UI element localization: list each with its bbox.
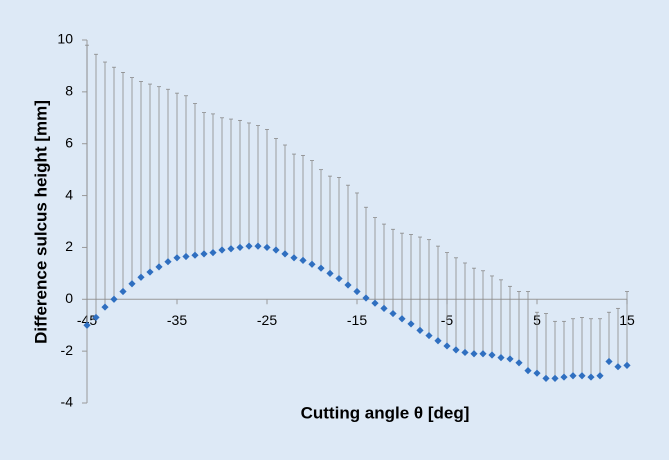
data-point [425, 331, 433, 340]
x-tick-label: -35 [167, 312, 187, 328]
data-point [461, 348, 469, 357]
data-point [569, 372, 577, 380]
data-point [155, 263, 163, 271]
data-point [371, 299, 379, 307]
data-point [389, 309, 397, 318]
data-point [488, 351, 496, 359]
data-point [398, 315, 406, 323]
x-axis-title: Cutting angle θ [deg] [301, 403, 470, 422]
data-point [497, 354, 505, 362]
data-point [299, 256, 307, 264]
data-point [119, 287, 127, 296]
y-tick-label: 2 [65, 238, 73, 254]
data-point [290, 254, 298, 262]
data-point [551, 374, 559, 382]
y-tick-label: 4 [65, 186, 73, 202]
data-point [452, 346, 460, 354]
data-point [416, 326, 424, 334]
data-point [515, 359, 523, 367]
data-point [578, 372, 586, 380]
data-point [227, 245, 235, 253]
data-point [470, 350, 478, 358]
y-tick-label: -4 [61, 394, 74, 410]
data-point [128, 280, 136, 288]
data-point [137, 273, 145, 281]
data-point [83, 321, 91, 329]
data-point [200, 250, 208, 258]
data-point [335, 274, 343, 283]
data-point [407, 320, 415, 328]
data-point [560, 373, 568, 381]
y-axis-title: Difference sulcus height [mm] [31, 100, 50, 344]
data-point [362, 294, 370, 302]
data-point [506, 355, 514, 363]
data-point [317, 264, 325, 272]
data-point [146, 268, 154, 276]
data-point [587, 373, 595, 381]
data-point [218, 246, 226, 254]
data-point [173, 254, 181, 262]
data-point [434, 337, 442, 345]
y-tick-label: 0 [65, 290, 73, 306]
data-point [533, 369, 541, 377]
y-tick-label: 10 [57, 31, 73, 47]
data-point [443, 342, 451, 350]
data-point [281, 250, 289, 258]
data-point [344, 281, 352, 289]
x-tick-label: -15 [347, 312, 367, 328]
data-point [605, 357, 613, 366]
data-point [263, 243, 271, 252]
data-point [353, 287, 361, 296]
data-point [380, 304, 388, 312]
data-point [92, 313, 100, 322]
x-tick-label: -25 [257, 312, 277, 328]
y-tick-label: 6 [65, 134, 73, 150]
y-tick-label: -2 [61, 342, 74, 358]
data-point [101, 303, 109, 311]
data-point [110, 295, 118, 303]
data-point [191, 251, 199, 259]
data-point [182, 252, 190, 261]
data-point [254, 242, 262, 250]
data-point [245, 242, 253, 250]
y-tick-label: 8 [65, 83, 73, 99]
data-point [524, 366, 532, 375]
data-point [596, 372, 604, 380]
data-point [272, 246, 280, 254]
data-point [236, 243, 244, 252]
data-point [623, 361, 631, 370]
data-point [326, 269, 334, 277]
data-point [614, 363, 622, 371]
data-point [479, 350, 487, 358]
data-point [164, 258, 172, 266]
data-point [542, 374, 550, 382]
data-point [209, 249, 217, 257]
data-point [308, 260, 316, 268]
